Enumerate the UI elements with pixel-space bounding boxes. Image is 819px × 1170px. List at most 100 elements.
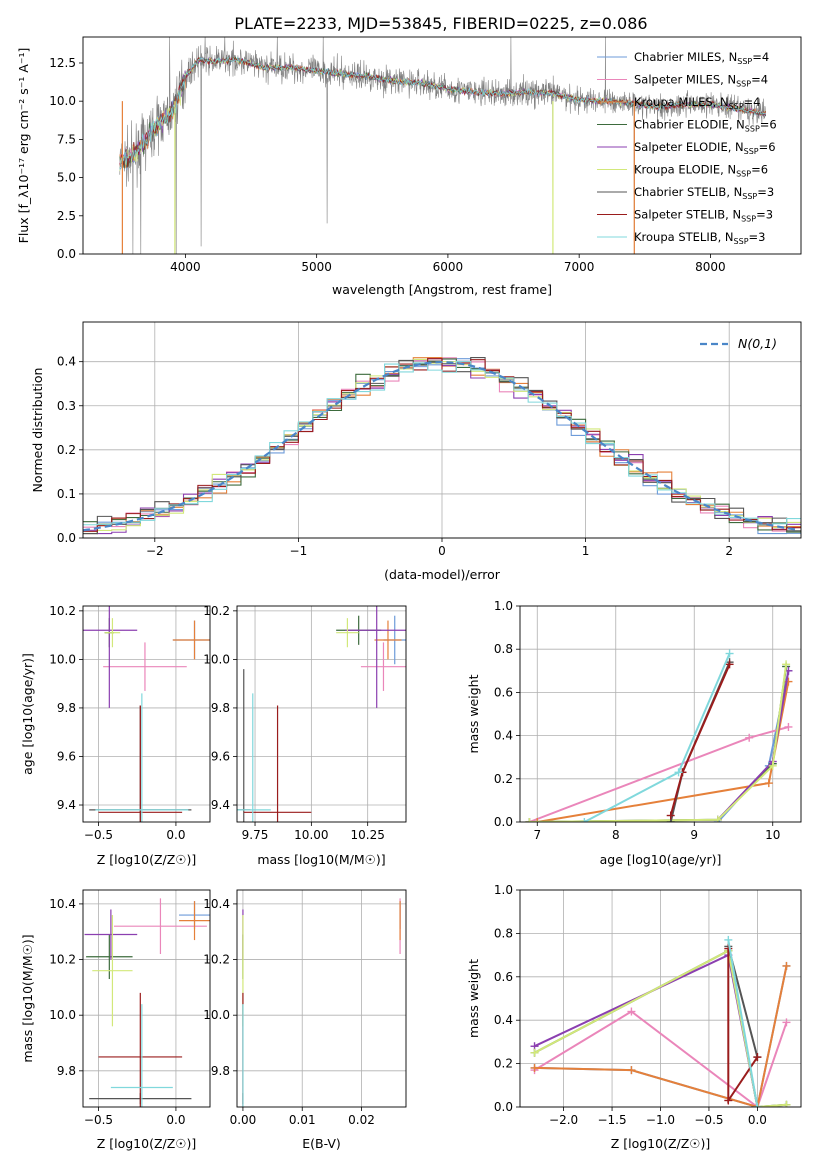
mass-weight-line (529, 666, 788, 822)
y-tick-label: 9.8 (57, 701, 76, 715)
x-axis-label: E(B-V) (302, 1136, 341, 1151)
axes-age_vs_mass: 9.75 10.00 10.25 9.4 9.6 9.8 10.0 10.2 mass [log… (203, 604, 406, 867)
axes-frame (82, 605, 211, 823)
x-tick-label: −0.5 (84, 1113, 113, 1127)
x-tick-label: 0.0 (166, 1113, 185, 1127)
y-tick-label: 0.4 (494, 729, 513, 743)
y-tick-label: 10.2 (203, 604, 230, 618)
x-tick-label: 7000 (564, 260, 595, 274)
y-tick-label: 1.0 (494, 599, 513, 613)
plot-area-mw_vs_Z (530, 935, 791, 1107)
y-tick-label: 0.6 (494, 685, 513, 699)
y-tick-label: 10.2 (203, 953, 230, 967)
mass-weight-line (669, 663, 731, 816)
legend-label: Salpeter MILES, NSSP=4 (634, 73, 768, 89)
chart-layer: 4000 5000 6000 7000 80000.02.55.07.510.012.5… (16, 36, 802, 1151)
y-tick-label: 10.2 (49, 604, 76, 618)
y-tick-label: 10.2 (49, 953, 76, 967)
x-tick-label: 4000 (170, 260, 201, 274)
y-tick-label: 9.4 (211, 798, 230, 812)
x-tick-label: −0.5 (694, 1113, 723, 1127)
y-tick-label: 0.3 (57, 399, 76, 413)
x-tick-label: −1.5 (597, 1113, 626, 1127)
y-tick-label: 0.0 (494, 815, 513, 829)
x-tick-label: 10 (765, 828, 780, 842)
mass-weight-line (727, 939, 759, 1107)
plot-area-age_vs_Z (83, 606, 210, 822)
y-tick-label: 10.0 (49, 1008, 76, 1022)
axes-residuals: −2 −1 0 1 2 0.0 0.1 0.2 0.3 0.4 (data-model)/error… (30, 322, 801, 582)
x-tick-label: 0.01 (289, 1113, 316, 1127)
mass-weight-line (537, 681, 790, 822)
y-tick-label: 0.2 (494, 772, 513, 786)
model-spectrum-line (119, 56, 766, 170)
legend-label: Kroupa STELIB, NSSP=3 (634, 230, 765, 246)
y-tick-label: 7.5 (57, 132, 76, 146)
axes-frame (82, 889, 211, 1108)
axes-mw_vs_Z: −2.0 −1.5 −1.0 −0.5 0.0 0.0 0.2 0.4 0.6 0.8 1.0 Z [… (466, 883, 801, 1151)
axes-frame (82, 321, 802, 539)
y-tick-label: 0.1 (57, 487, 76, 501)
y-axis-label: mass weight (466, 674, 481, 753)
y-tick-label: 10.4 (49, 897, 76, 911)
axes-mw_vs_age: 7 8 9 10 0.0 0.2 0.4 0.6 0.8 1.0 age [log10(age/yr… (466, 599, 801, 867)
legend-label: Chabrier STELIB, NSSP=3 (634, 185, 774, 201)
mass-weight-line (534, 965, 788, 1107)
y-tick-label: 12.5 (49, 56, 76, 70)
y-tick-label: 0.4 (494, 1013, 513, 1027)
mass-weight-line (534, 953, 759, 1107)
y-tick-label: 10.0 (49, 652, 76, 666)
y-tick-label: 9.6 (211, 749, 230, 763)
x-tick-label: −2 (146, 544, 164, 558)
axes-frame (519, 605, 802, 823)
legend-label: Salpeter STELIB, NSSP=3 (634, 208, 773, 224)
x-tick-label: −2.0 (549, 1113, 578, 1127)
legend-label: Kroupa MILES, NSSP=4 (634, 95, 760, 111)
x-tick-label: 0 (438, 544, 446, 558)
y-tick-label: 10.0 (203, 652, 230, 666)
figure-title: PLATE=2233, MJD=53845, FIBERID=0225, z=0… (234, 14, 647, 33)
legend-label: Chabrier MILES, NSSP=4 (634, 50, 769, 66)
x-tick-label: 5000 (301, 260, 332, 274)
y-axis-label: Normed distribution (30, 368, 45, 493)
y-tick-label: 10.4 (203, 897, 230, 911)
x-tick-label: −1.0 (646, 1113, 675, 1127)
x-axis-label: mass [log10(M/M☉)] (257, 852, 385, 867)
x-tick-label: 7 (533, 828, 541, 842)
legend-label: Kroupa ELODIE, NSSP=6 (634, 163, 768, 179)
x-tick-label: 10.00 (294, 828, 328, 842)
gaussian-legend-label: N(0,1) (738, 336, 777, 351)
y-tick-label: 0.0 (494, 1100, 513, 1114)
legend-label: Salpeter ELODIE, NSSP=6 (634, 140, 776, 156)
mass-weight-line (583, 653, 731, 822)
y-tick-label: 0.4 (57, 355, 76, 369)
axes-mass_vs_ebv: 0.00 0.01 0.02 9.8 10.0 10.2 10.4 E(B-V) (203, 890, 406, 1151)
y-tick-label: 9.4 (57, 798, 76, 812)
x-tick-label: 9.75 (242, 828, 269, 842)
x-tick-label: −0.5 (84, 828, 113, 842)
axes-frame (82, 36, 802, 255)
x-tick-label: 1 (582, 544, 590, 558)
y-tick-label: 0.2 (57, 443, 76, 457)
x-axis-label: age [log10(age/yr)] (600, 852, 722, 867)
y-tick-label: 1.0 (494, 883, 513, 897)
y-tick-label: 0.0 (57, 247, 76, 261)
y-tick-label: 0.8 (494, 926, 513, 940)
axes-frame (236, 889, 407, 1108)
x-tick-label: 0.02 (348, 1113, 375, 1127)
x-tick-label: 0.0 (166, 828, 185, 842)
plot-area-residuals (83, 356, 801, 535)
y-axis-label: Flux [f_λ10⁻¹⁷ erg cm⁻² s⁻¹ A⁻¹] (16, 48, 31, 244)
x-tick-label: 8000 (695, 260, 726, 274)
legend-label: Chabrier ELODIE, NSSP=6 (634, 118, 777, 134)
plot-area-mass_vs_ebv (242, 898, 401, 1107)
x-axis-label: Z [log10(Z/Z☉)] (611, 1136, 711, 1151)
plot-area-mw_vs_age (525, 649, 793, 822)
x-axis-label: (data-model)/error (384, 567, 501, 582)
axes-spectrum: 4000 5000 6000 7000 8000 0.0 2.5 5.0 7.5 10.0 12.5… (16, 48, 726, 297)
x-axis-label: Z [log10(Z/Z☉)] (97, 852, 197, 867)
y-axis-label: mass [log10(M/M☉)] (20, 934, 35, 1062)
y-tick-label: 9.8 (57, 1064, 76, 1078)
axes-frame (519, 889, 802, 1108)
plot-area-spectrum (119, 37, 766, 254)
